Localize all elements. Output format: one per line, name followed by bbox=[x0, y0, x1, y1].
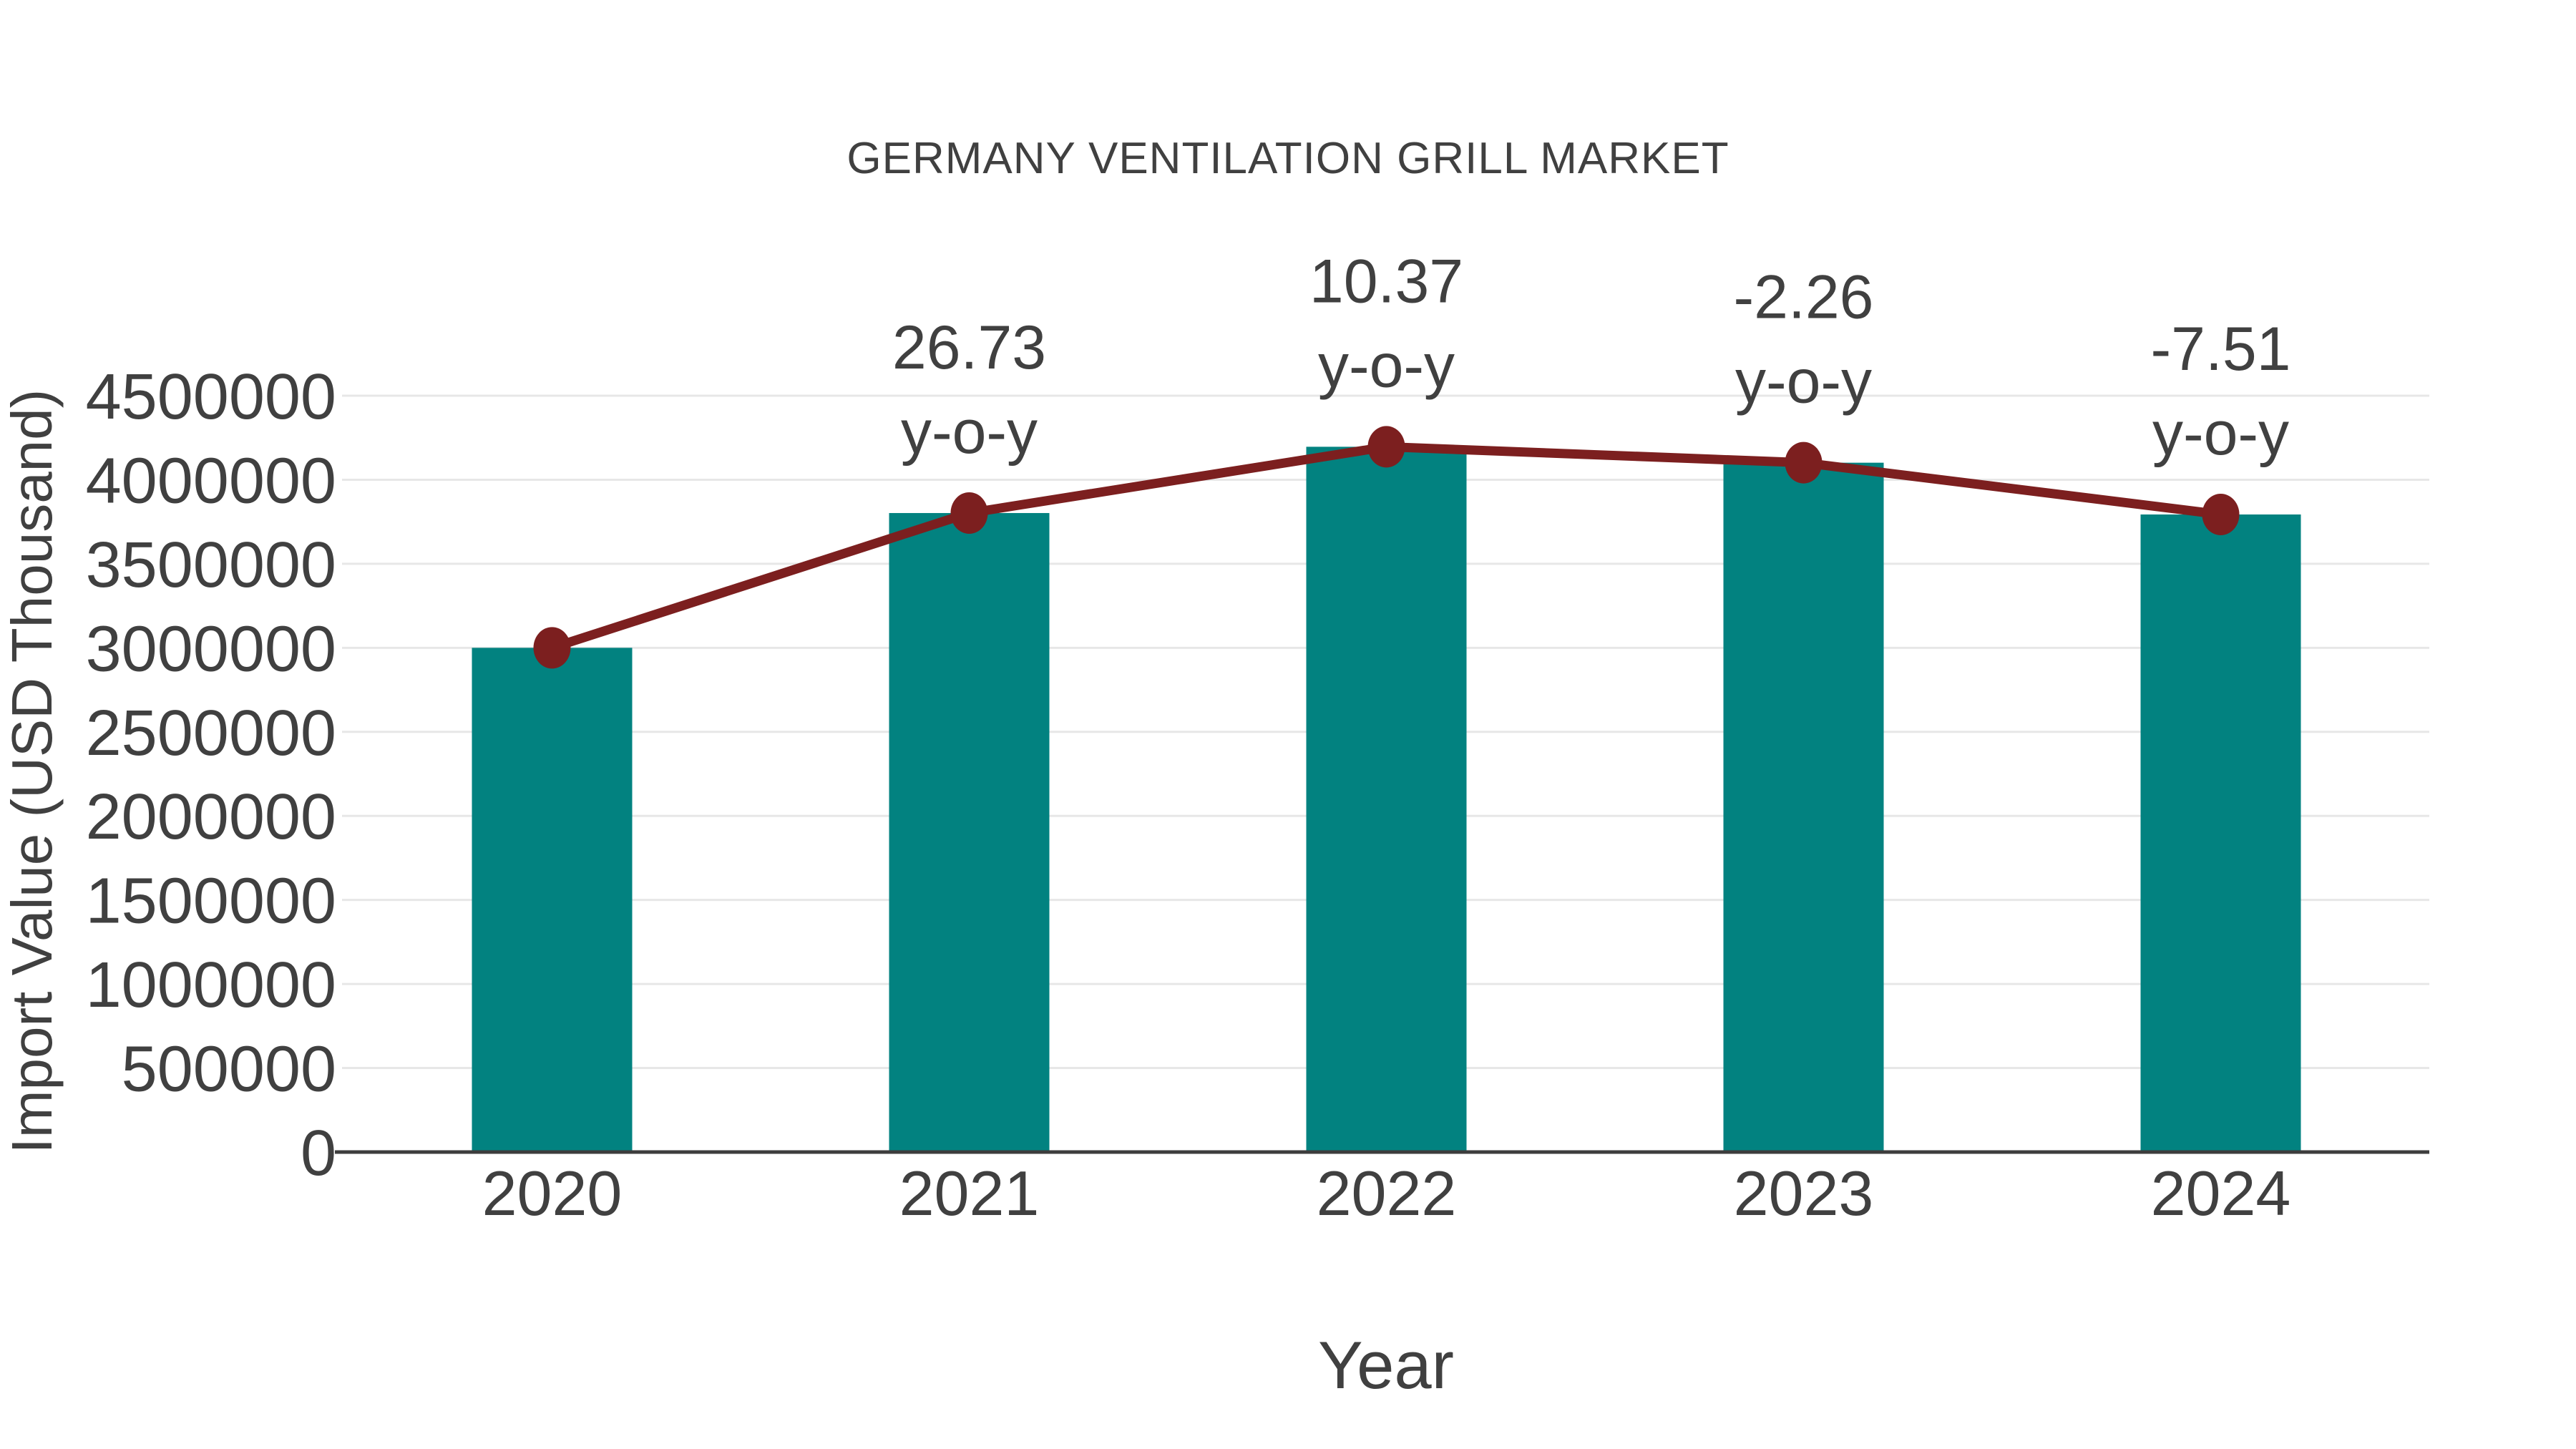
bar-2023 bbox=[1723, 462, 1884, 1152]
bar-2021 bbox=[889, 512, 1050, 1152]
bar-2022 bbox=[1306, 447, 1467, 1152]
y-tick-label-3500000: 3500000 bbox=[86, 530, 336, 601]
y-tick-label-4500000: 4500000 bbox=[86, 361, 336, 433]
bar-2024 bbox=[2140, 514, 2301, 1152]
y-tick-label-4000000: 4000000 bbox=[86, 445, 336, 517]
data-point-2024 bbox=[2202, 493, 2240, 535]
annotation-yoy-2023: y-o-y bbox=[1735, 348, 1872, 416]
data-point-2020 bbox=[533, 627, 571, 669]
bar-2020 bbox=[472, 648, 633, 1152]
data-point-2021 bbox=[950, 492, 988, 534]
annotation-value-2022: 10.37 bbox=[1309, 247, 1463, 316]
chart-title: GERMANY VENTILATION GRILL MARKET bbox=[847, 134, 1729, 183]
y-tick-label-3000000: 3000000 bbox=[86, 613, 336, 685]
annotation-yoy-2024: y-o-y bbox=[2152, 399, 2289, 468]
y-tick-label-1000000: 1000000 bbox=[86, 950, 336, 1021]
x-tick-label-2020: 2020 bbox=[482, 1158, 623, 1229]
x-tick-label-2022: 2022 bbox=[1317, 1158, 1457, 1229]
x-tick-label-2023: 2023 bbox=[1734, 1158, 1874, 1229]
annotation-value-2021: 26.73 bbox=[892, 313, 1046, 382]
y-tick-label-2500000: 2500000 bbox=[86, 698, 336, 769]
annotation-value-2023: -2.26 bbox=[1733, 263, 1873, 332]
annotation-yoy-2021: y-o-y bbox=[901, 398, 1038, 467]
y-tick-label-2000000: 2000000 bbox=[86, 781, 336, 853]
x-tick-label-2024: 2024 bbox=[2151, 1158, 2291, 1229]
x-axis-title: Year bbox=[1318, 1327, 1454, 1402]
data-point-2023 bbox=[1785, 441, 1823, 484]
annotation-value-2024: -7.51 bbox=[2150, 315, 2290, 384]
y-tick-label-1500000: 1500000 bbox=[86, 866, 336, 937]
y-tick-label-0: 0 bbox=[301, 1118, 336, 1189]
data-point-2022 bbox=[1367, 426, 1405, 468]
y-tick-label-500000: 500000 bbox=[122, 1034, 336, 1106]
annotation-yoy-2022: y-o-y bbox=[1318, 331, 1455, 400]
x-tick-label-2021: 2021 bbox=[899, 1158, 1040, 1229]
